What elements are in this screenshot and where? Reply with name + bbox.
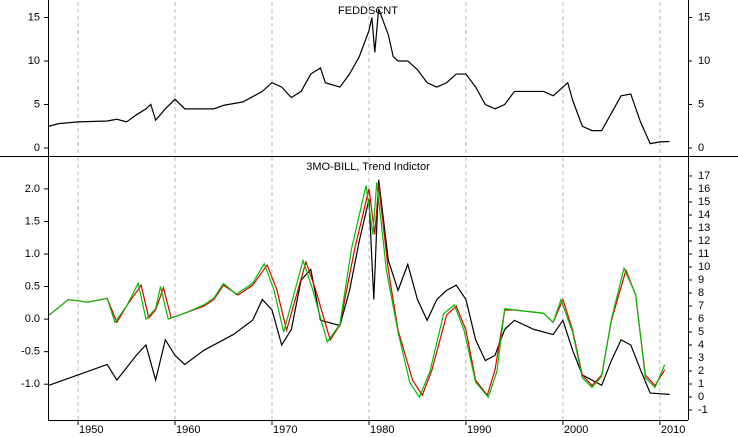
y-tick-label: 8 — [698, 287, 704, 299]
y-tick-label: 1 — [698, 378, 704, 390]
data-line — [48, 182, 666, 399]
y-tick-label: 13 — [698, 222, 710, 234]
y-tick-label: 5 — [698, 326, 704, 338]
y-tick-label: -1.0 — [21, 378, 40, 390]
x-tick-label: 1990 — [467, 424, 491, 436]
y-tick-label: 6 — [698, 313, 704, 325]
data-line — [48, 179, 670, 395]
y-tick-label: 0.0 — [25, 313, 40, 325]
y-tick-label: 17 — [698, 170, 710, 182]
y-tick-label: 10 — [698, 261, 710, 273]
y-tick-label: 0 — [34, 142, 40, 154]
y-tick-label: 7 — [698, 300, 704, 312]
x-tick-label: 1960 — [176, 424, 200, 436]
y-tick-label: 5 — [698, 98, 704, 110]
y-tick-label: 10 — [698, 55, 710, 67]
y-tick-label: 16 — [698, 183, 710, 195]
y-tick-label: 0 — [698, 142, 704, 154]
y-tick-label: 3 — [698, 352, 704, 364]
y-tick-label: 1.5 — [25, 215, 40, 227]
y-tick-label: 1.0 — [25, 248, 40, 260]
y-tick-label: 2.0 — [25, 183, 40, 195]
data-line — [48, 8, 670, 145]
chart-title: 3MO-BILL, Trend Indictor — [306, 161, 430, 173]
y-tick-label: 14 — [698, 209, 710, 221]
y-tick-label: 5 — [34, 98, 40, 110]
y-tick-label: 11 — [698, 248, 709, 260]
x-tick-label: 2000 — [564, 424, 588, 436]
y-tick-label: 0 — [698, 391, 704, 403]
y-tick-label: -1 — [698, 404, 708, 416]
y-tick-label: 9 — [698, 274, 704, 286]
x-tick-label: 1950 — [79, 424, 103, 436]
data-line — [48, 184, 666, 397]
y-tick-label: 4 — [698, 339, 704, 351]
y-tick-label: 10 — [28, 55, 40, 67]
y-tick-label: 15 — [28, 11, 40, 23]
y-tick-label: 15 — [698, 11, 710, 23]
x-tick-label: 1980 — [370, 424, 394, 436]
y-tick-label: 15 — [698, 196, 710, 208]
y-tick-label: -0.5 — [21, 346, 40, 358]
y-tick-label: 12 — [698, 235, 710, 247]
x-tick-label: 1970 — [273, 424, 297, 436]
x-tick-label: 2010 — [661, 424, 685, 436]
y-tick-label: 0.5 — [25, 280, 40, 292]
chart-title: FEDDSCNT — [338, 5, 398, 17]
y-tick-label: 2 — [698, 365, 704, 377]
